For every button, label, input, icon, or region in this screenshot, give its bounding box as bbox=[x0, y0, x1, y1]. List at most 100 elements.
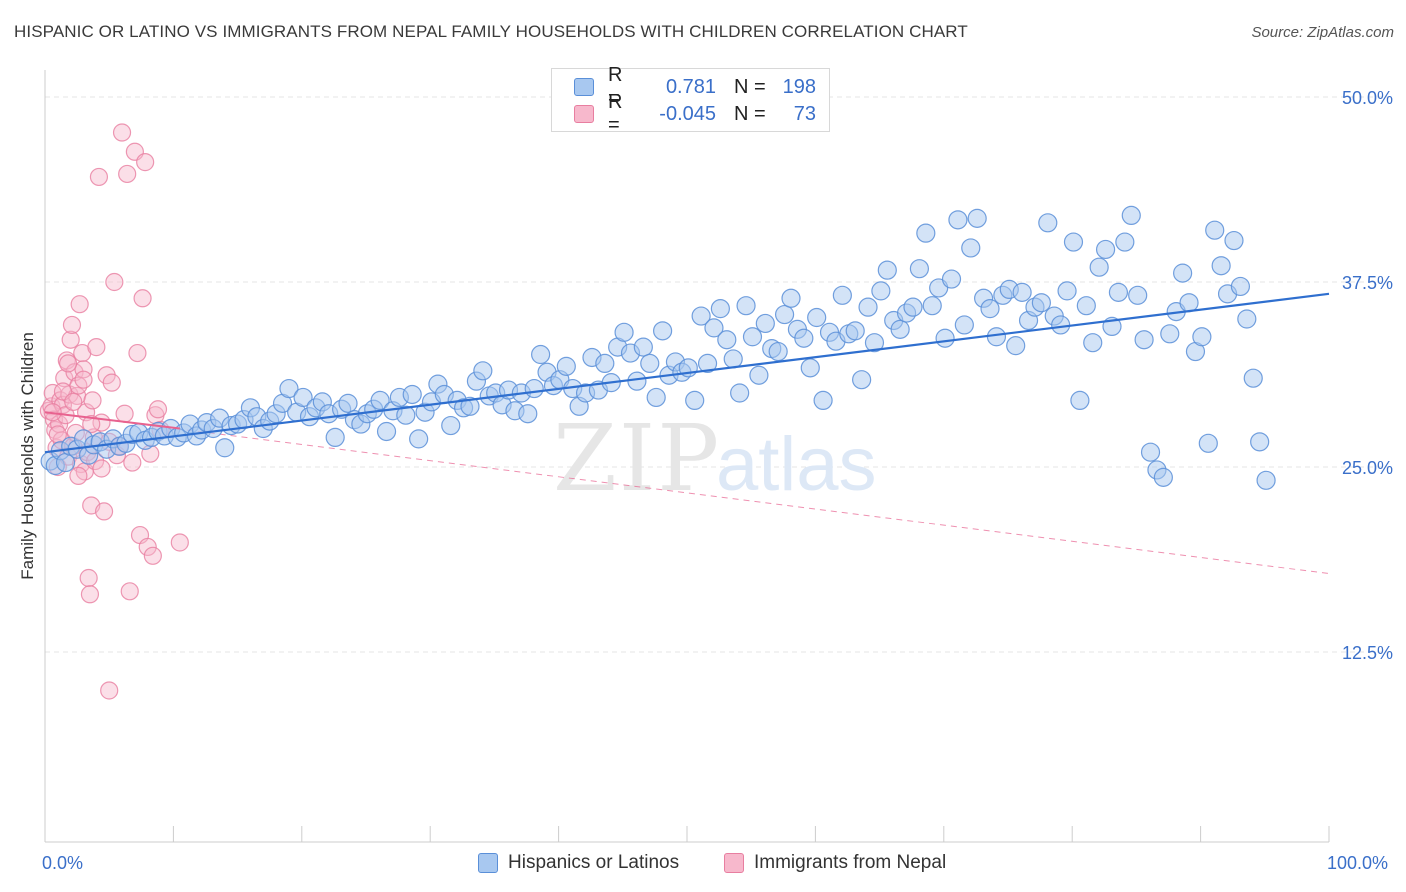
nepal-point bbox=[80, 585, 100, 604]
hispanic-point bbox=[1198, 433, 1218, 453]
hispanic-point bbox=[531, 344, 551, 365]
nepal-point bbox=[133, 289, 152, 308]
legend-n-label: N = bbox=[734, 102, 766, 125]
y-tick-labels: 12.5% 25.0% 37.5% 50.0% bbox=[1342, 88, 1393, 663]
y-axis-title: Family Households with Children bbox=[18, 332, 37, 580]
hispanic-point bbox=[967, 208, 987, 228]
hispanic-point bbox=[1243, 368, 1263, 388]
hispanic-point bbox=[1224, 230, 1244, 251]
hispanic-point bbox=[832, 285, 852, 305]
hispanic-point bbox=[877, 260, 897, 280]
nepal-point bbox=[170, 533, 189, 552]
watermark-zip: ZIP bbox=[553, 405, 721, 512]
hispanic-point bbox=[800, 358, 820, 378]
hispanic-point bbox=[749, 365, 769, 385]
hispanic-point bbox=[1063, 232, 1084, 252]
legend-swatch-pink bbox=[574, 105, 594, 123]
hispanic-point bbox=[1256, 470, 1276, 490]
hispanic-point bbox=[338, 393, 358, 413]
bottom-legend-hispanic: Hispanics or Latinos bbox=[478, 852, 679, 874]
hispanic-point bbox=[954, 315, 974, 335]
y-tick-label: 37.5% bbox=[1342, 273, 1393, 293]
hispanic-point bbox=[441, 415, 461, 436]
hispanic-point bbox=[781, 288, 801, 308]
nepal-point bbox=[102, 373, 121, 392]
legend-r-label: R = bbox=[608, 64, 623, 109]
y-tick-label: 50.0% bbox=[1342, 88, 1393, 108]
legend-r-label: R = bbox=[608, 91, 623, 136]
hispanic-point bbox=[1083, 333, 1103, 353]
hispanic-point bbox=[1121, 205, 1141, 225]
hispanic-trend-line bbox=[44, 292, 1330, 454]
nepal-point bbox=[115, 404, 134, 423]
nepal-point bbox=[100, 681, 119, 700]
hispanic-point bbox=[755, 313, 775, 334]
nepal-point bbox=[62, 315, 82, 335]
nepal-point bbox=[94, 502, 114, 521]
hispanic-point bbox=[909, 259, 930, 279]
hispanic-point bbox=[871, 281, 891, 301]
hispanic-point bbox=[633, 337, 653, 357]
hispanic-point bbox=[903, 297, 923, 317]
nepal-point bbox=[143, 546, 162, 565]
nepal-point bbox=[42, 397, 61, 416]
hispanic-point bbox=[1237, 309, 1257, 329]
hispanic-point bbox=[279, 378, 299, 399]
hispanic-point bbox=[524, 378, 544, 399]
nepal-point bbox=[79, 568, 98, 588]
nepal-trend-dashed bbox=[44, 411, 1330, 575]
nepal-point bbox=[74, 370, 93, 389]
hispanic-point bbox=[685, 390, 705, 410]
legend-n-value: 198 bbox=[782, 75, 816, 98]
nepal-point bbox=[105, 272, 124, 292]
hispanic-point bbox=[697, 353, 718, 373]
hispanic-point bbox=[845, 321, 865, 341]
hispanic-point bbox=[1095, 239, 1116, 260]
bottom-legend-nepal: Immigrants from Nepal bbox=[724, 852, 946, 874]
hispanic-point bbox=[1076, 296, 1096, 316]
hispanic-point bbox=[1128, 285, 1148, 305]
hispanic-point bbox=[852, 370, 872, 390]
nepal-point bbox=[138, 537, 157, 557]
legend-swatch-blue bbox=[574, 78, 594, 96]
hispanic-point bbox=[691, 306, 711, 326]
hispanic-point bbox=[742, 327, 763, 347]
nepal-point bbox=[87, 338, 106, 357]
hispanic-point bbox=[215, 438, 235, 458]
hispanic-point bbox=[1140, 442, 1161, 462]
hispanic-point bbox=[1211, 256, 1231, 276]
hispanic-point bbox=[1051, 315, 1071, 335]
nepal-point bbox=[55, 369, 74, 388]
hispanic-point bbox=[813, 390, 833, 410]
source-label: Source: ZipAtlas.com bbox=[1251, 24, 1394, 41]
y-tick-label: 12.5% bbox=[1342, 643, 1393, 663]
hispanic-point bbox=[409, 429, 429, 449]
nepal-point bbox=[82, 414, 101, 434]
nepal-point bbox=[70, 295, 89, 314]
hispanic-point bbox=[614, 322, 634, 342]
nepal-point bbox=[120, 582, 139, 601]
hispanic-point bbox=[1108, 282, 1129, 302]
hispanic-point bbox=[396, 405, 416, 425]
hispanic-point bbox=[1192, 327, 1212, 347]
hispanic-point bbox=[646, 387, 666, 408]
nepal-point bbox=[123, 453, 142, 472]
chart-title: HISPANIC OR LATINO VS IMMIGRANTS FROM NE… bbox=[14, 22, 968, 41]
hispanic-point bbox=[325, 427, 345, 447]
hispanic-point bbox=[595, 353, 615, 373]
hispanic-point bbox=[1153, 467, 1173, 487]
nepal-point bbox=[89, 167, 109, 187]
legend-r-value: -0.045 bbox=[659, 102, 716, 125]
hispanic-point bbox=[864, 333, 885, 353]
nepal-point bbox=[92, 459, 111, 478]
hispanic-point bbox=[704, 318, 724, 338]
legend-row-nepal: R = -0.045 N = 73 bbox=[574, 91, 816, 136]
hispanic-point bbox=[774, 304, 795, 325]
nepal-point bbox=[64, 392, 83, 411]
hispanic-point bbox=[653, 321, 673, 341]
legend-n-value: 73 bbox=[793, 102, 816, 125]
grid-lines bbox=[45, 96, 1392, 653]
nepal-point bbox=[59, 354, 78, 373]
hispanic-point bbox=[980, 299, 1000, 319]
hispanic-point bbox=[1070, 390, 1090, 410]
